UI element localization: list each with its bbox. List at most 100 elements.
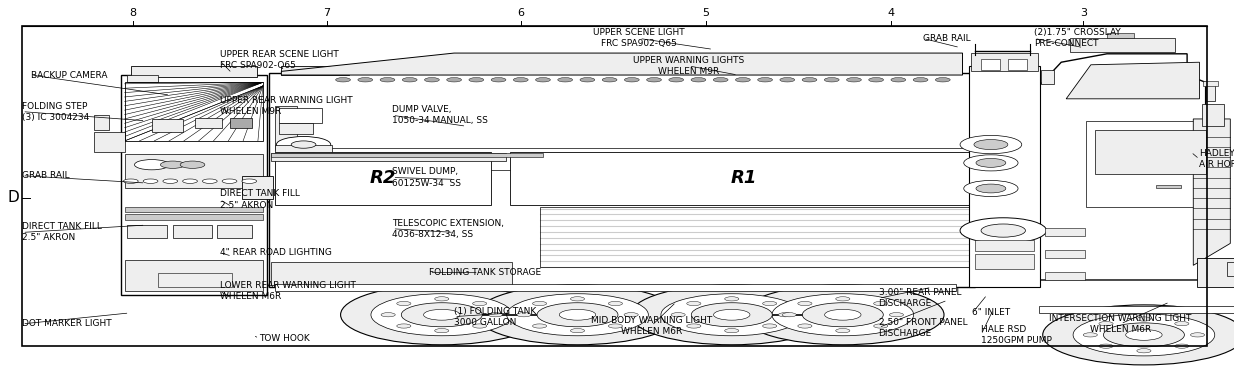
Text: DIRECT TANK FILL
2.5" AKRON: DIRECT TANK FILL 2.5" AKRON bbox=[22, 223, 102, 242]
Bar bbox=[510, 152, 979, 205]
Circle shape bbox=[960, 135, 1022, 154]
Bar bbox=[540, 207, 969, 267]
Bar bbox=[975, 254, 1034, 269]
Bar bbox=[275, 106, 297, 150]
Bar bbox=[971, 53, 1038, 71]
Circle shape bbox=[135, 160, 169, 170]
Circle shape bbox=[537, 303, 618, 327]
Text: 5: 5 bbox=[702, 8, 710, 18]
Circle shape bbox=[1103, 323, 1185, 347]
Circle shape bbox=[763, 324, 776, 328]
Circle shape bbox=[779, 313, 792, 317]
Circle shape bbox=[242, 179, 257, 183]
Text: 3.00" REAR PANEL
DISCHARGE: 3.00" REAR PANEL DISCHARGE bbox=[879, 288, 961, 308]
Bar bbox=[1045, 272, 1085, 280]
Circle shape bbox=[381, 313, 395, 317]
Circle shape bbox=[890, 313, 903, 317]
Bar bbox=[195, 118, 222, 128]
Circle shape bbox=[798, 324, 812, 328]
Bar bbox=[1039, 306, 1234, 313]
Circle shape bbox=[964, 155, 1018, 171]
Circle shape bbox=[473, 302, 486, 306]
Circle shape bbox=[713, 78, 728, 82]
Circle shape bbox=[123, 179, 138, 183]
Circle shape bbox=[724, 297, 739, 301]
Circle shape bbox=[763, 302, 776, 306]
Bar bbox=[275, 284, 956, 291]
Circle shape bbox=[447, 78, 462, 82]
Circle shape bbox=[358, 78, 373, 82]
Circle shape bbox=[869, 78, 884, 82]
Circle shape bbox=[513, 78, 528, 82]
Polygon shape bbox=[1193, 119, 1230, 265]
Circle shape bbox=[533, 302, 547, 306]
Circle shape bbox=[976, 158, 1006, 167]
Circle shape bbox=[163, 179, 178, 183]
Circle shape bbox=[913, 78, 928, 82]
Circle shape bbox=[935, 78, 950, 82]
Text: TOW HOOK: TOW HOOK bbox=[259, 334, 310, 343]
Bar bbox=[125, 154, 263, 188]
Circle shape bbox=[631, 285, 833, 345]
Text: TELESCOPIC EXTENSION,
4036-8X12-34, SS: TELESCOPIC EXTENSION, 4036-8X12-34, SS bbox=[392, 219, 505, 239]
Circle shape bbox=[1083, 333, 1097, 337]
Circle shape bbox=[669, 78, 684, 82]
Circle shape bbox=[558, 78, 573, 82]
Bar bbox=[1086, 121, 1215, 207]
Circle shape bbox=[608, 302, 622, 306]
Polygon shape bbox=[1039, 54, 1206, 280]
Text: DUMP VALVE,
1050-34 MANUAL, SS: DUMP VALVE, 1050-34 MANUAL, SS bbox=[392, 105, 489, 125]
Circle shape bbox=[802, 78, 817, 82]
Circle shape bbox=[661, 294, 802, 336]
Circle shape bbox=[1125, 329, 1162, 340]
Text: UPPER WARNING LIGHTS
WHELEN M9R: UPPER WARNING LIGHTS WHELEN M9R bbox=[633, 56, 744, 76]
Text: UPPER REAR SCENE LIGHT
FRC SPA902-Q65: UPPER REAR SCENE LIGHT FRC SPA902-Q65 bbox=[220, 51, 338, 70]
Bar bbox=[279, 123, 313, 134]
Text: 6: 6 bbox=[517, 8, 524, 18]
Circle shape bbox=[517, 313, 531, 317]
Circle shape bbox=[401, 303, 482, 327]
Circle shape bbox=[798, 302, 812, 306]
Bar bbox=[1070, 38, 1175, 52]
Bar bbox=[217, 225, 252, 238]
Circle shape bbox=[533, 324, 547, 328]
Circle shape bbox=[624, 78, 639, 82]
Circle shape bbox=[974, 139, 1008, 150]
Text: SWIVEL DUMP,
60125W-34  SS: SWIVEL DUMP, 60125W-34 SS bbox=[392, 168, 462, 187]
Circle shape bbox=[1175, 344, 1188, 348]
Circle shape bbox=[847, 78, 861, 82]
Circle shape bbox=[489, 313, 502, 317]
Text: UPPER SCENE LIGHT
FRC SPA902-Q65: UPPER SCENE LIGHT FRC SPA902-Q65 bbox=[594, 29, 685, 48]
Circle shape bbox=[423, 309, 460, 320]
Circle shape bbox=[691, 303, 772, 327]
Circle shape bbox=[1043, 305, 1234, 365]
Text: GRAB RAIL: GRAB RAIL bbox=[923, 34, 971, 43]
Bar bbox=[173, 225, 212, 238]
Circle shape bbox=[402, 78, 417, 82]
Bar bbox=[1197, 258, 1234, 287]
Text: INTERSECTION WARNING LIGHT
WHELEN M6R: INTERSECTION WARNING LIGHT WHELEN M6R bbox=[1049, 314, 1192, 334]
Text: DOT MARKER LIGHT: DOT MARKER LIGHT bbox=[22, 320, 112, 328]
Bar bbox=[271, 153, 506, 161]
Text: GRAB RAIL: GRAB RAIL bbox=[22, 171, 70, 180]
Circle shape bbox=[981, 224, 1025, 237]
Circle shape bbox=[976, 184, 1006, 193]
Bar bbox=[269, 73, 975, 287]
Bar bbox=[1227, 262, 1234, 276]
Text: 4: 4 bbox=[887, 8, 895, 18]
Bar bbox=[131, 66, 257, 77]
Circle shape bbox=[782, 313, 796, 317]
Circle shape bbox=[336, 78, 350, 82]
Bar bbox=[1202, 104, 1224, 126]
Circle shape bbox=[964, 180, 1018, 197]
Circle shape bbox=[1137, 349, 1151, 353]
Circle shape bbox=[222, 179, 237, 183]
Circle shape bbox=[824, 309, 861, 320]
Circle shape bbox=[160, 161, 185, 168]
Circle shape bbox=[434, 297, 449, 301]
Circle shape bbox=[691, 78, 706, 82]
Bar bbox=[121, 75, 267, 295]
Bar bbox=[1156, 185, 1181, 188]
Text: FOLDING STEP
(3) IC 3004234: FOLDING STEP (3) IC 3004234 bbox=[22, 102, 89, 122]
Bar bbox=[281, 66, 349, 75]
